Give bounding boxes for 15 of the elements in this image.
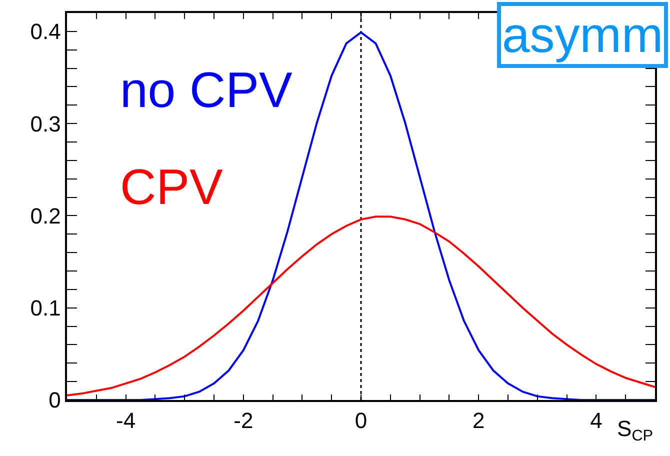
x-tick-label: 0 [354, 408, 368, 434]
x-tick-label: 2 [472, 408, 485, 434]
y-tick-label: 0.4 [30, 19, 61, 44]
x-tick-label: -2 [234, 408, 254, 434]
x-tick-label: 4 [590, 408, 602, 434]
y-tick-label: 0 [48, 388, 61, 413]
x-tick-label: -4 [116, 408, 136, 434]
y-tick-label: 0.3 [30, 111, 61, 136]
x-axis-title: S$_{CP}$ [617, 416, 654, 445]
line-series [67, 216, 655, 396]
series-label: no CPV [120, 62, 293, 118]
y-tick-label: 0.2 [30, 203, 61, 228]
series-label: CPV [120, 159, 224, 215]
y-tick-label: 0.1 [30, 296, 61, 321]
annotation: asymm [502, 7, 664, 63]
